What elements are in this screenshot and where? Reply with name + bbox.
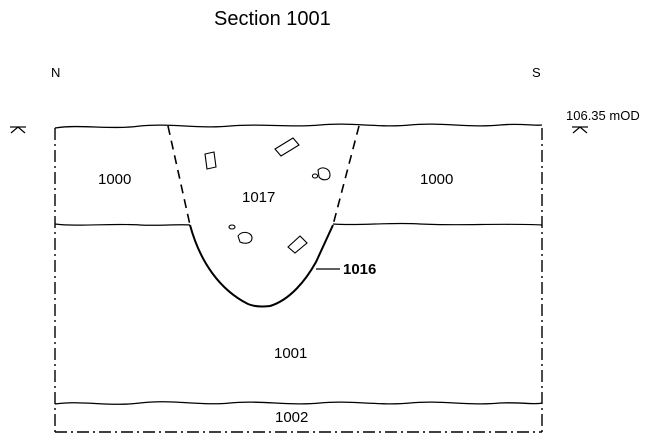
context-1000-left-label: 1000 (98, 171, 132, 188)
north-label: N (51, 65, 61, 80)
cut-edge-upper-right (332, 125, 360, 226)
fill-1017-stones (204, 137, 331, 254)
context-1001-label: 1001 (274, 345, 308, 362)
stone (311, 173, 319, 179)
section-frame (54, 128, 543, 433)
section-title: Section 1001 (214, 8, 331, 30)
context-1017-label: 1017 (242, 189, 276, 206)
stone (237, 231, 253, 244)
cut-edge-upper-left (167, 125, 191, 226)
datum-marker-right (572, 126, 588, 134)
layer-1000-base-left (54, 223, 191, 226)
south-label: S (532, 65, 541, 80)
datum-level-label: 106.35 mOD (566, 108, 640, 123)
context-1002-label: 1002 (275, 409, 309, 426)
cut-1016-profile (189, 224, 334, 308)
stone (317, 167, 331, 181)
datum-marker-left (10, 126, 26, 134)
stone (287, 235, 308, 254)
layer-1000-base-right (332, 222, 543, 226)
context-1016-label: 1016 (343, 261, 377, 278)
layer-1001-base (54, 401, 543, 405)
stone (228, 224, 236, 230)
context-1000-right-label: 1000 (420, 171, 454, 188)
stone (204, 151, 217, 170)
stone (274, 137, 300, 157)
ground-surface-line (54, 123, 543, 129)
